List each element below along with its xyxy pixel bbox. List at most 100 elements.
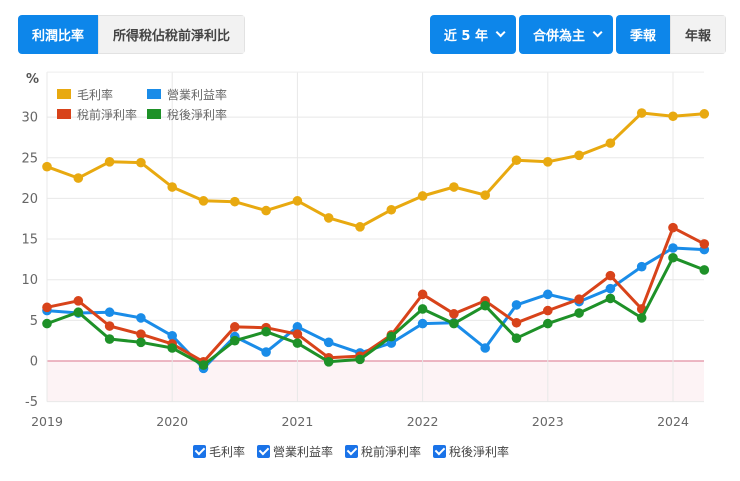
data-point[interactable] <box>417 289 428 300</box>
checkbox-operating-margin[interactable]: 營業利益率 <box>257 443 333 460</box>
legend-item-gross-margin: 毛利率 <box>57 86 147 102</box>
legend-item-operating-margin: 營業利益率 <box>147 86 247 102</box>
data-point[interactable] <box>167 182 177 192</box>
report-type-toggle: 季報 年報 <box>615 15 726 54</box>
data-point[interactable] <box>636 261 647 272</box>
data-point[interactable] <box>355 222 365 232</box>
data-point[interactable] <box>104 321 115 331</box>
data-point[interactable] <box>104 334 115 344</box>
data-point[interactable] <box>292 329 303 339</box>
data-point[interactable] <box>104 307 115 318</box>
data-point[interactable] <box>574 294 584 305</box>
data-point[interactable] <box>323 337 334 348</box>
data-point[interactable] <box>230 322 240 332</box>
data-point[interactable] <box>636 108 647 118</box>
x-tick-label: 2019 <box>31 414 63 429</box>
data-point[interactable] <box>292 196 303 206</box>
data-point[interactable] <box>136 329 146 339</box>
data-point[interactable] <box>386 204 397 215</box>
quarterly-button[interactable]: 季報 <box>615 15 670 54</box>
data-point[interactable] <box>605 138 616 148</box>
y-tick-label: 0 <box>30 355 38 370</box>
data-point[interactable] <box>292 322 303 332</box>
data-point[interactable] <box>42 161 52 172</box>
data-point[interactable] <box>449 182 459 192</box>
legend-item-net-margin: 稅後淨利率 <box>147 106 247 122</box>
data-point[interactable] <box>261 205 271 216</box>
data-point[interactable] <box>73 307 84 318</box>
data-point[interactable] <box>605 283 616 294</box>
tab-profit-ratio[interactable]: 利潤比率 <box>18 15 99 54</box>
checkbox-checked-icon <box>345 445 359 458</box>
data-point[interactable] <box>323 357 334 367</box>
data-point[interactable] <box>480 343 491 353</box>
data-point[interactable] <box>668 243 678 253</box>
data-point[interactable] <box>668 222 678 233</box>
data-point[interactable] <box>449 318 459 329</box>
data-point[interactable] <box>511 300 522 310</box>
data-point[interactable] <box>511 317 522 328</box>
data-point[interactable] <box>198 196 209 206</box>
data-point[interactable] <box>480 190 491 200</box>
series-line <box>46 226 705 364</box>
legend-swatch <box>147 109 161 119</box>
data-point[interactable] <box>355 354 365 365</box>
legend-swatch <box>147 89 161 99</box>
data-point[interactable] <box>574 308 584 318</box>
data-point[interactable] <box>636 313 647 323</box>
data-point[interactable] <box>323 213 334 223</box>
data-point[interactable] <box>167 330 177 341</box>
data-point[interactable] <box>699 239 710 249</box>
checkbox-net-margin[interactable]: 稅後淨利率 <box>433 443 509 460</box>
annual-button[interactable]: 年報 <box>669 15 726 54</box>
data-point[interactable] <box>42 302 52 313</box>
data-point[interactable] <box>417 191 428 201</box>
data-point[interactable] <box>511 333 522 344</box>
data-point[interactable] <box>42 318 52 329</box>
data-point[interactable] <box>230 196 240 207</box>
y-tick-label: 10 <box>21 273 38 288</box>
checkbox-checked-icon <box>257 445 271 458</box>
data-point[interactable] <box>699 265 710 275</box>
data-point[interactable] <box>605 270 616 281</box>
data-point[interactable] <box>668 252 678 263</box>
data-point[interactable] <box>261 347 271 357</box>
data-point[interactable] <box>543 289 553 300</box>
legend-swatch <box>57 89 71 99</box>
data-point[interactable] <box>605 293 616 304</box>
data-point[interactable] <box>543 157 553 167</box>
data-point[interactable] <box>73 173 84 183</box>
data-point[interactable] <box>198 360 209 370</box>
data-point[interactable] <box>668 111 678 122</box>
checkbox-pretax-margin[interactable]: 稅前淨利率 <box>345 443 421 460</box>
data-point[interactable] <box>511 155 522 165</box>
data-point[interactable] <box>136 337 146 348</box>
tab-tax-ratio[interactable]: 所得稅佔稅前淨利比 <box>98 15 246 54</box>
data-point[interactable] <box>417 304 428 314</box>
y-axis-unit: % <box>26 72 40 87</box>
data-point[interactable] <box>73 296 84 306</box>
data-point[interactable] <box>574 150 584 161</box>
data-point[interactable] <box>543 305 553 316</box>
ratio-tab-group: 利潤比率 所得稅佔稅前淨利比 <box>18 15 246 54</box>
basis-dropdown[interactable]: 合併為主 <box>518 15 613 54</box>
data-point[interactable] <box>230 335 240 346</box>
period-dropdown[interactable]: 近 5 年 <box>429 15 516 54</box>
data-point[interactable] <box>136 157 146 168</box>
data-point[interactable] <box>386 331 397 342</box>
data-point[interactable] <box>136 313 146 323</box>
series-line <box>46 111 705 229</box>
data-point[interactable] <box>417 318 428 329</box>
y-tick-label: -5 <box>25 395 38 410</box>
data-point[interactable] <box>543 318 553 329</box>
data-point[interactable] <box>480 300 491 311</box>
chart-controls: 近 5 年 合併為主 季報 年報 <box>429 15 726 54</box>
x-tick-label: 2022 <box>407 414 439 429</box>
checkbox-gross-margin[interactable]: 毛利率 <box>193 443 245 460</box>
data-point[interactable] <box>699 109 710 119</box>
data-point[interactable] <box>104 157 115 167</box>
data-point[interactable] <box>449 309 459 319</box>
data-point[interactable] <box>261 326 271 337</box>
data-point[interactable] <box>292 338 303 348</box>
data-point[interactable] <box>167 343 177 353</box>
